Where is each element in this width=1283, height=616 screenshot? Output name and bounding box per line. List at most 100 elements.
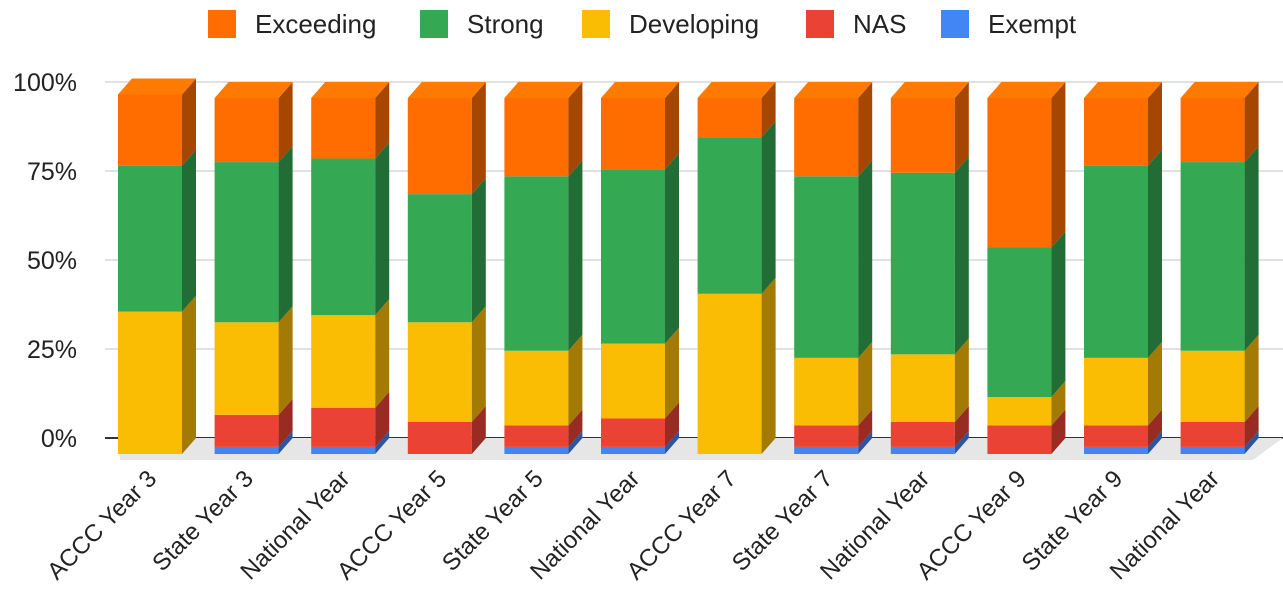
bar-segment-strong[interactable]	[1084, 165, 1148, 358]
bar-stack[interactable]	[118, 78, 196, 454]
bar-top-cap	[987, 82, 1066, 98]
bar-segment-exempt[interactable]	[214, 446, 279, 454]
bar-segment-strong[interactable]	[214, 162, 279, 323]
legend-item-developing[interactable]: Developing	[582, 9, 759, 39]
bar-segment-side	[1148, 341, 1162, 426]
bar-segment-side	[665, 153, 679, 344]
bar-stack[interactable]	[987, 82, 1066, 454]
bar-segment-side	[278, 306, 293, 415]
bar-segment-exceeding[interactable]	[1180, 98, 1245, 163]
bar-segment-exceeding[interactable]	[311, 98, 376, 159]
bar-segment-developing[interactable]	[118, 311, 182, 454]
bar-segment-side	[182, 78, 196, 166]
y-tick-label: 0%	[41, 425, 77, 453]
legend-swatch	[208, 10, 236, 38]
bar-segment-side	[954, 338, 969, 422]
bar-stack[interactable]	[1180, 82, 1259, 454]
bar-segment-nas[interactable]	[311, 407, 376, 447]
bar-segment-exempt[interactable]	[601, 446, 665, 454]
bar-segment-nas[interactable]	[794, 425, 859, 447]
bar-segment-side	[1148, 82, 1162, 166]
bar-segment-nas[interactable]	[407, 421, 472, 454]
bar-segment-exempt[interactable]	[311, 446, 376, 454]
bar-segment-developing[interactable]	[311, 315, 376, 408]
legend-item-nas[interactable]: NAS	[806, 9, 906, 39]
bar-segment-exceeding[interactable]	[407, 98, 472, 195]
legend-item-exempt[interactable]: Exempt	[941, 9, 1077, 39]
bar-segment-side	[858, 82, 873, 177]
bar-segment-developing[interactable]	[697, 293, 762, 454]
bar-segment-strong[interactable]	[890, 172, 955, 355]
bar-segment-exceeding[interactable]	[504, 98, 569, 177]
bar-segment-strong[interactable]	[407, 194, 472, 323]
bar-segment-nas[interactable]	[890, 421, 955, 447]
bar-segment-developing[interactable]	[407, 322, 472, 422]
legend-label: Exempt	[988, 9, 1077, 39]
bar-segment-exempt[interactable]	[1084, 446, 1148, 454]
bar-segment-strong[interactable]	[987, 247, 1052, 398]
bar-top-cap	[601, 82, 679, 98]
bar-segment-side	[665, 430, 679, 454]
bar-segment-developing[interactable]	[1084, 357, 1148, 426]
bar-segment-strong[interactable]	[601, 169, 665, 344]
bar-segment-exceeding[interactable]	[890, 98, 955, 173]
bar-stack[interactable]	[407, 82, 486, 454]
bar-top-cap	[407, 82, 486, 98]
bar-segment-developing[interactable]	[794, 357, 859, 426]
bar-segment-strong[interactable]	[504, 176, 569, 351]
bar-segment-developing[interactable]	[890, 354, 955, 422]
bar-segment-developing[interactable]	[601, 343, 665, 419]
bar-stack[interactable]	[794, 82, 873, 454]
bar-segment-exceeding[interactable]	[601, 98, 665, 170]
bar-stack[interactable]	[601, 82, 679, 454]
bar-segment-strong[interactable]	[311, 158, 376, 316]
legend[interactable]: Exceeding Strong Developing NAS Exempt	[208, 9, 1077, 39]
bar-segment-nas[interactable]	[1180, 421, 1245, 447]
bar-segment-exceeding[interactable]	[697, 98, 762, 138]
bar-segment-strong[interactable]	[118, 165, 182, 312]
bar-stack[interactable]	[214, 82, 293, 454]
bar-segment-exempt[interactable]	[1180, 446, 1245, 454]
bar-segment-exceeding[interactable]	[118, 94, 182, 166]
bar-segment-developing[interactable]	[987, 397, 1052, 426]
bar-segment-side	[1051, 409, 1066, 454]
legend-item-strong[interactable]: Strong	[420, 9, 544, 39]
bar-stack[interactable]	[890, 82, 969, 454]
bar-stack[interactable]	[1084, 82, 1162, 454]
bar-segment-nas[interactable]	[1084, 425, 1148, 447]
bar-segment-side	[471, 306, 486, 422]
bar-segment-strong[interactable]	[794, 176, 859, 358]
bar-segment-strong[interactable]	[1180, 162, 1245, 351]
bar-segment-strong[interactable]	[697, 137, 762, 294]
bar-segment-nas[interactable]	[504, 425, 569, 447]
bar-segment-side	[1148, 409, 1162, 447]
bar-segment-side	[182, 295, 196, 454]
legend-item-exceeding[interactable]: Exceeding	[208, 9, 376, 39]
bar-segment-exceeding[interactable]	[1084, 98, 1148, 166]
bar-segment-exceeding[interactable]	[214, 98, 279, 163]
y-tick-label: 100%	[13, 69, 77, 97]
bar-stack[interactable]	[504, 82, 583, 454]
bar-segment-side	[665, 82, 679, 170]
bar-segment-exempt[interactable]	[504, 446, 569, 454]
bar-segment-exempt[interactable]	[890, 446, 955, 454]
bar-segment-side	[1244, 334, 1259, 422]
bar-segment-developing[interactable]	[504, 350, 569, 426]
bar-top-cap	[794, 82, 873, 98]
bar-segment-exceeding[interactable]	[987, 98, 1052, 248]
bar-segment-nas[interactable]	[987, 425, 1052, 454]
bar-segment-side	[375, 430, 390, 454]
legend-label: Strong	[467, 9, 544, 39]
bar-segment-exempt[interactable]	[794, 446, 859, 454]
bar-segment-developing[interactable]	[214, 322, 279, 415]
bar-segment-nas[interactable]	[214, 414, 279, 447]
legend-swatch	[420, 10, 448, 38]
bar-segment-nas[interactable]	[601, 418, 665, 447]
bar-stack[interactable]	[311, 82, 390, 454]
bar-segment-side	[568, 409, 583, 447]
bar-segment-developing[interactable]	[1180, 350, 1245, 422]
bar-segment-exceeding[interactable]	[794, 98, 859, 177]
bar-segment-side	[761, 82, 776, 138]
bar-stack[interactable]	[697, 82, 776, 454]
